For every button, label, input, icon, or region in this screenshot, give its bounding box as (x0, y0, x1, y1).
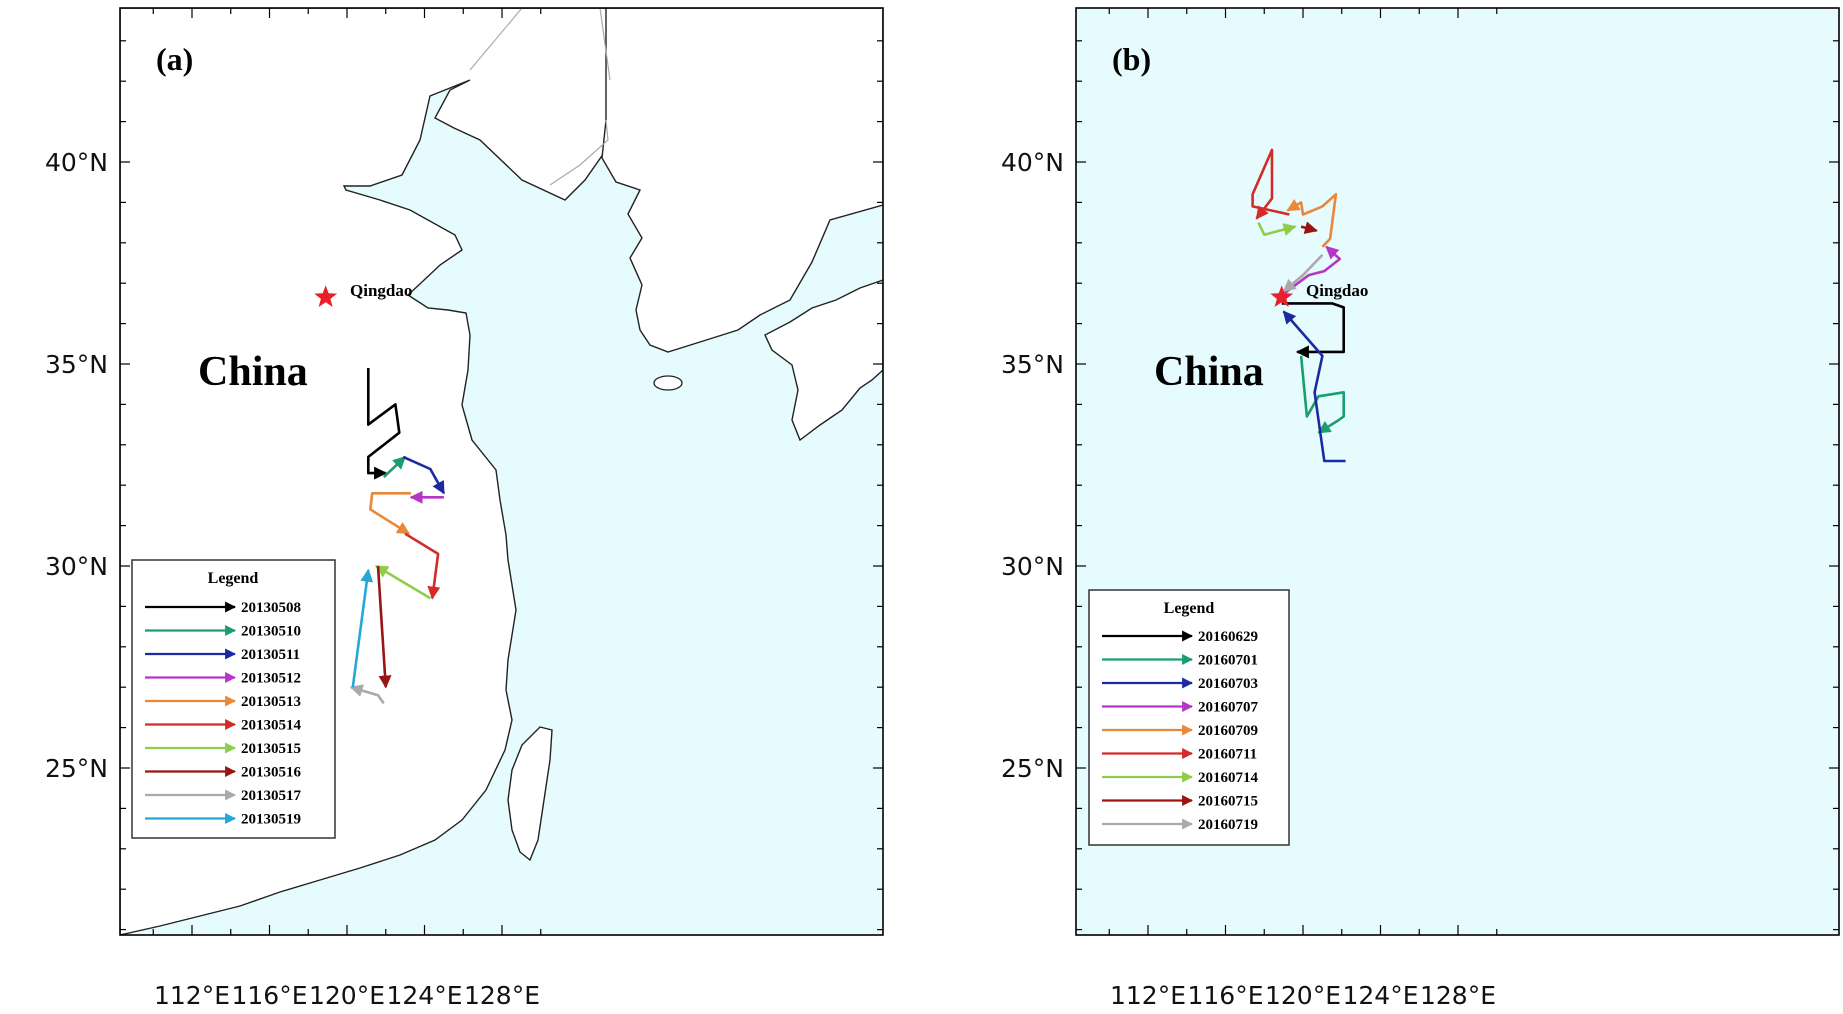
track-20130508 (366, 368, 401, 480)
axis-ticks (1076, 8, 1839, 935)
axis-labels: 112°E 116°E 120°E 124°E 128°E40°N35°N30°N25°… (45, 148, 1496, 1010)
legend-item-label: 20160701 (1198, 653, 1258, 669)
legend-title: Legend (208, 570, 259, 587)
city-label: Qingdao (350, 281, 412, 300)
lat-tick-label: 30°N (1001, 552, 1064, 581)
cruise-tracks (1251, 148, 1346, 463)
lat-tick-label: 40°N (1001, 148, 1064, 177)
lon-tick-label: 112°E (154, 981, 230, 1010)
track-20130510 (382, 455, 407, 479)
panel-label: (b) (1112, 41, 1151, 77)
legend-item-label: 20160709 (1198, 723, 1258, 739)
track-20160629 (1281, 302, 1345, 359)
legend-box: Legend 20160629 20160701 20160703 20160707 2… (1088, 589, 1290, 846)
country-label: China (1154, 349, 1264, 395)
lon-tick-label: 128°E (464, 981, 540, 1010)
lon-tick-label: 124°E (1342, 981, 1418, 1010)
legend-item-label: 20130508 (241, 600, 301, 616)
legend-item-label: 20160719 (1198, 817, 1258, 833)
track-20160701 (1299, 355, 1345, 434)
track-20160714 (1257, 222, 1297, 236)
track-20160715 (1300, 221, 1318, 234)
star-marker (314, 285, 338, 307)
lon-tick-label: 120°E (1265, 981, 1341, 1010)
track-20130514 (404, 532, 441, 600)
legend-item-label: 20160715 (1198, 794, 1258, 810)
legend-item-label: 20130515 (241, 741, 301, 757)
korea-peninsula (601, 8, 883, 353)
track-20160709 (1286, 193, 1338, 248)
legend-box: Legend 20130508 20130510 20130511 20130512 2… (131, 559, 336, 839)
legend-title: Legend (1164, 600, 1215, 617)
track-20160719 (1282, 253, 1324, 293)
track-20130519 (351, 568, 374, 688)
lat-tick-label: 25°N (45, 754, 108, 783)
legend-item-label: 20130514 (241, 718, 302, 734)
lon-tick-label: 116°E (1187, 981, 1263, 1010)
city-label: Qingdao (1306, 281, 1368, 300)
axis-ticks (120, 8, 883, 935)
qingdao-star-icon (314, 285, 338, 307)
lon-tick-label: 124°E (386, 981, 462, 1010)
track-20130515 (374, 564, 431, 600)
japan-islands (764, 279, 883, 442)
country-label: China (198, 349, 308, 395)
jeju-island (653, 375, 683, 391)
track-20130511 (402, 455, 446, 495)
legend-item-label: 20160714 (1198, 770, 1259, 786)
lat-tick-label: 25°N (1001, 754, 1064, 783)
legend-item-label: 20160703 (1198, 676, 1258, 692)
track-20160703 (1282, 310, 1346, 463)
legend-item-label: 20160629 (1198, 629, 1258, 645)
lat-tick-label: 35°N (1001, 350, 1064, 379)
legend-item-label: 20160707 (1198, 700, 1259, 716)
legend-item-label: 20130513 (241, 694, 301, 710)
legend-item-label: 20160711 (1198, 747, 1257, 763)
lat-tick-label: 30°N (45, 552, 108, 581)
country-border (469, 8, 611, 186)
lon-tick-label: 120°E (309, 981, 385, 1010)
qingdao-star-icon (1270, 285, 1294, 307)
taiwan-island (507, 726, 553, 862)
lon-tick-label: 112°E (1110, 981, 1186, 1010)
panel-b-map: (b) China Qingdao Legend 20160629 2016070… (1075, 7, 1840, 936)
panel-a-map: (a) China Qingdao Legend 20130508 2013051… (119, 7, 884, 936)
track-20130513 (368, 491, 411, 535)
lat-tick-label: 40°N (45, 148, 108, 177)
lon-tick-label: 116°E (231, 981, 307, 1010)
star-marker (1270, 285, 1294, 307)
legend-item-label: 20130511 (241, 647, 300, 663)
legend-item-label: 20130510 (241, 624, 301, 640)
lon-tick-label: 128°E (1420, 981, 1496, 1010)
track-20130516 (376, 565, 392, 689)
legend-item-label: 20130517 (241, 788, 302, 804)
legend-item-label: 20130516 (241, 765, 302, 781)
panel-label: (a) (156, 41, 193, 77)
legend-item-label: 20130512 (241, 671, 301, 687)
track-20160707 (1280, 245, 1342, 297)
lat-tick-label: 35°N (45, 350, 108, 379)
track-20160711 (1251, 148, 1290, 220)
cruise-tracks (349, 368, 446, 705)
track-20130517 (349, 684, 385, 705)
legend-item-label: 20130519 (241, 812, 301, 828)
